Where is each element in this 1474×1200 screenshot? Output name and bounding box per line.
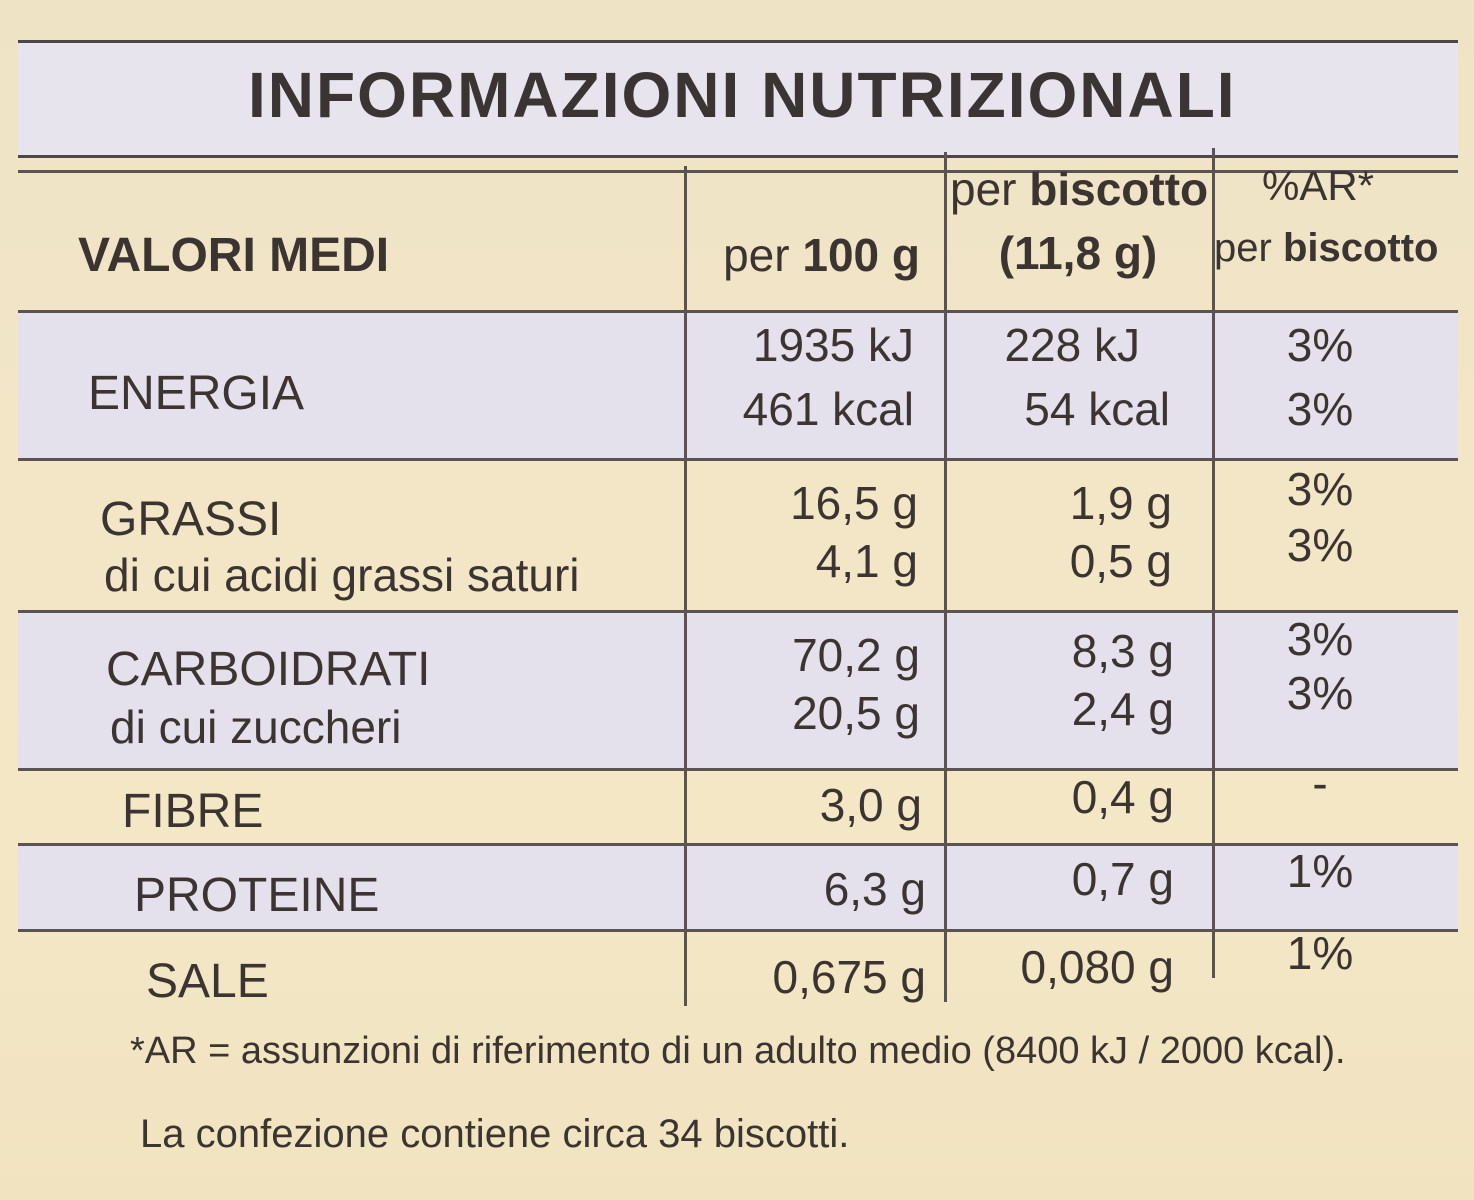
- header-col1-prefix: per: [723, 229, 803, 281]
- value-ar: 3%: [1286, 383, 1354, 435]
- value-per-100g: 4,1 g: [815, 535, 918, 587]
- footnote-package: La confezione contiene circa 34 biscotti…: [140, 1112, 850, 1156]
- row-label: ENERGIA: [88, 367, 305, 420]
- value-per-biscotto: 228 kJ: [1004, 319, 1140, 371]
- row-label: GRASSI: [100, 493, 282, 546]
- header-col2-bold: biscotto: [1029, 163, 1209, 215]
- divider: [18, 768, 1458, 771]
- value-ar: 3%: [1286, 667, 1354, 719]
- divider: [18, 458, 1458, 461]
- row-label: FIBRE: [122, 785, 264, 838]
- value-per-100g: 16,5 g: [790, 477, 918, 529]
- carboidrati-band: [18, 612, 1458, 770]
- value-per-100g: 3,0 g: [819, 779, 922, 831]
- value-per-biscotto: 0,4 g: [1071, 771, 1174, 823]
- value-per-biscotto: 0,080 g: [1020, 941, 1174, 993]
- header-per-biscotto: per biscotto: [950, 162, 1209, 216]
- value-per-100g: 20,5 g: [792, 687, 920, 739]
- row-label: CARBOIDRATI: [106, 643, 431, 696]
- value-ar: 3%: [1286, 463, 1354, 515]
- value-per-100g: 6,3 g: [823, 863, 926, 915]
- value-per-100g: 1935 kJ: [752, 319, 914, 371]
- value-ar: 3%: [1286, 613, 1354, 665]
- value-ar: 1%: [1286, 845, 1354, 897]
- divider: [18, 610, 1458, 613]
- value-per-biscotto: 8,3 g: [1071, 625, 1174, 677]
- row-sublabel: di cui acidi grassi saturi: [104, 549, 580, 601]
- footnote-ar: *AR = assunzioni di riferimento di un ad…: [130, 1030, 1346, 1072]
- column-divider: [684, 166, 687, 1006]
- row-label: PROTEINE: [134, 869, 380, 922]
- divider: [18, 929, 1458, 932]
- header-label: VALORI MEDI: [78, 229, 390, 282]
- value-per-biscotto: 1,9 g: [1069, 477, 1172, 529]
- divider: [18, 310, 1458, 313]
- table-title: INFORMAZIONI NUTRIZIONALI: [248, 59, 1237, 131]
- row-sublabel: di cui zuccheri: [110, 701, 402, 753]
- header-ar-per-biscotto: per biscotto: [1214, 226, 1438, 271]
- value-ar: 1%: [1286, 927, 1354, 979]
- proteine-band: [18, 845, 1458, 930]
- row-label: SALE: [146, 955, 269, 1008]
- value-ar: 3%: [1286, 319, 1354, 371]
- header-col2-prefix: per: [950, 163, 1030, 215]
- value-ar: 3%: [1286, 519, 1354, 571]
- header-per-100g: per 100 g: [696, 228, 920, 282]
- column-divider: [1212, 148, 1215, 978]
- value-per-biscotto: 2,4 g: [1071, 683, 1174, 735]
- header-col3-bold: biscotto: [1282, 226, 1439, 270]
- value-ar: -: [1312, 757, 1328, 809]
- value-per-100g: 461 kcal: [742, 383, 914, 435]
- value-per-biscotto: 0,5 g: [1069, 535, 1172, 587]
- value-per-100g: 70,2 g: [792, 629, 920, 681]
- energia-band: [18, 312, 1458, 460]
- title-band: [18, 40, 1458, 158]
- value-per-biscotto: 0,7 g: [1071, 853, 1174, 905]
- divider: [18, 170, 1458, 173]
- header-ar: %AR*: [1261, 162, 1375, 209]
- value-per-100g: 0,675 g: [772, 951, 926, 1003]
- value-per-biscotto: 54 kcal: [1024, 383, 1170, 435]
- column-divider: [944, 152, 947, 1002]
- header-biscotto-weight: (11,8 g): [998, 227, 1158, 279]
- header-col1-bold: 100 g: [802, 229, 920, 281]
- divider: [18, 843, 1458, 846]
- header-col3-prefix: per: [1214, 226, 1283, 270]
